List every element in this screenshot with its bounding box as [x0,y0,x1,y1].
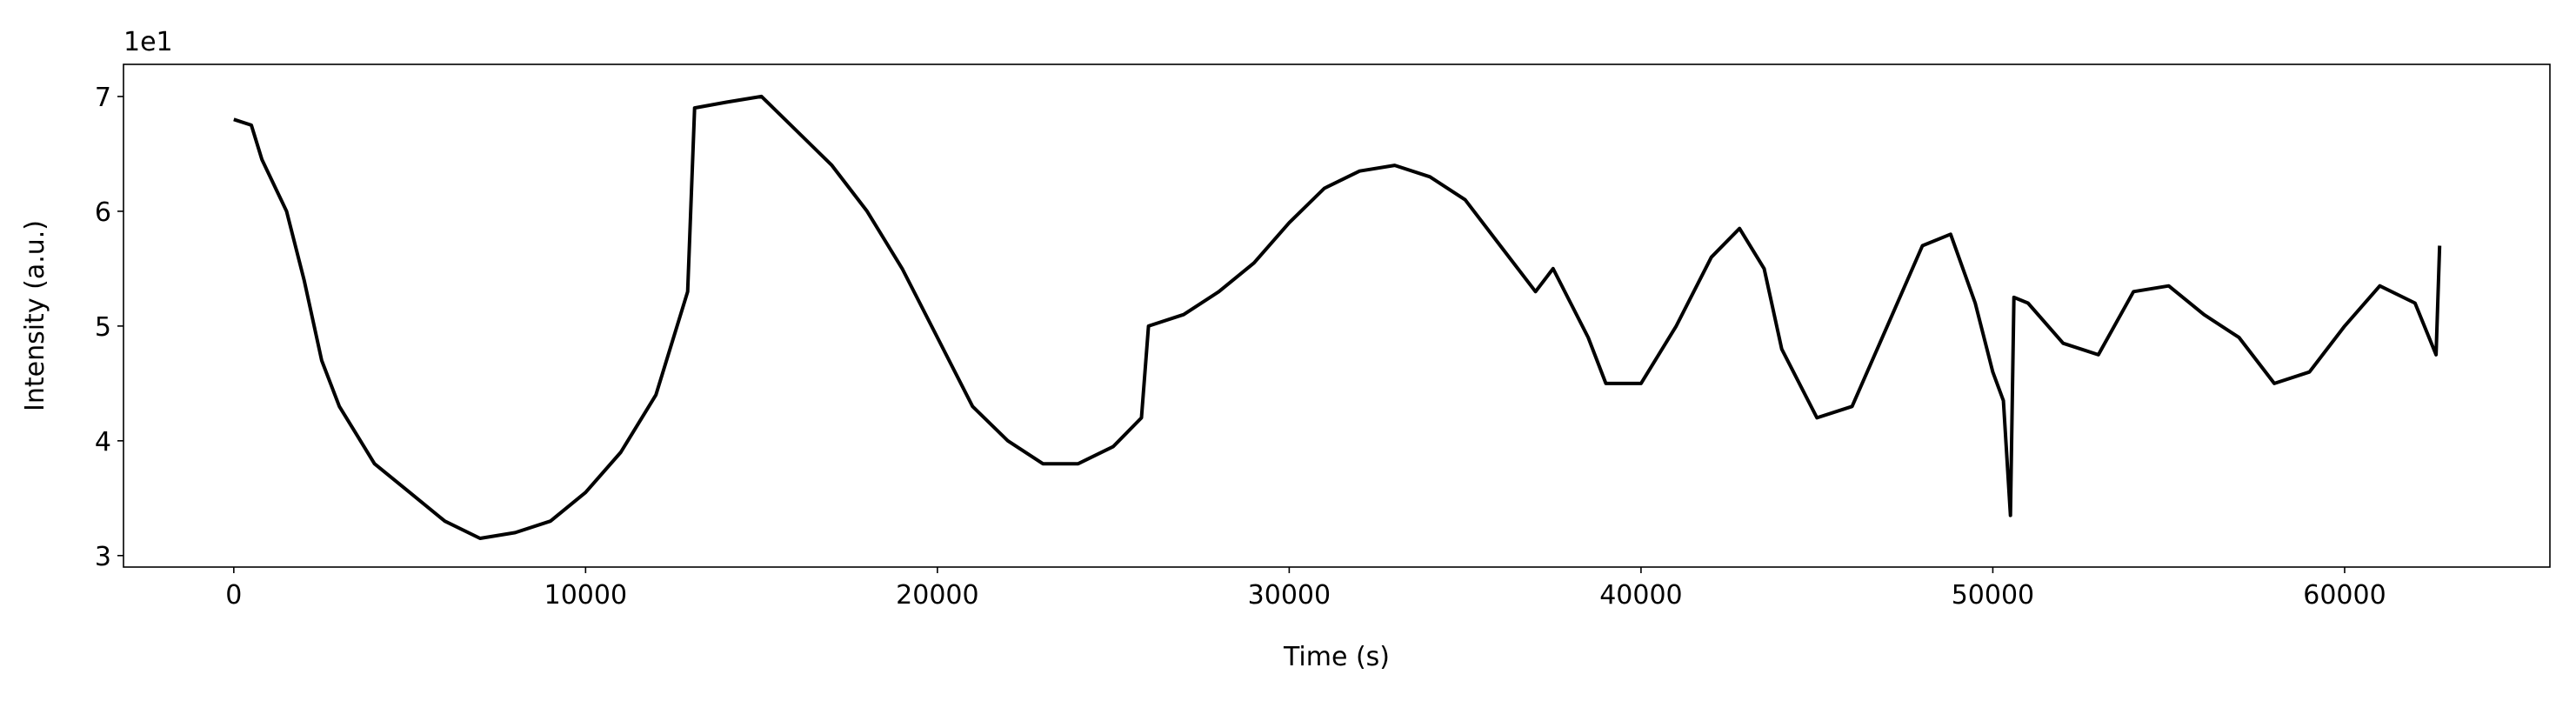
data-line [233,94,2442,540]
x-tick-label: 40000 [1599,580,1682,611]
x-tick-label: 50000 [1952,580,2034,611]
y-tick-label: 5 [95,312,111,343]
y-axis-label: Intensity (a.u.) [20,220,50,411]
plot-frame [123,63,2551,568]
y-tick-label: 3 [95,542,111,572]
x-tick-label: 10000 [544,580,627,611]
x-tick-label: 20000 [896,580,978,611]
x-tick-label: 0 [225,580,242,611]
y-offset-label: 1e1 [123,27,173,57]
y-tick-label: 7 [95,83,111,113]
x-tick-label: 30000 [1248,580,1331,611]
x-tick-label: 60000 [2303,580,2386,611]
y-tick-label: 4 [95,427,111,457]
y-tick-label: 6 [95,197,111,228]
x-axis-label: Time (s) [1283,642,1390,672]
